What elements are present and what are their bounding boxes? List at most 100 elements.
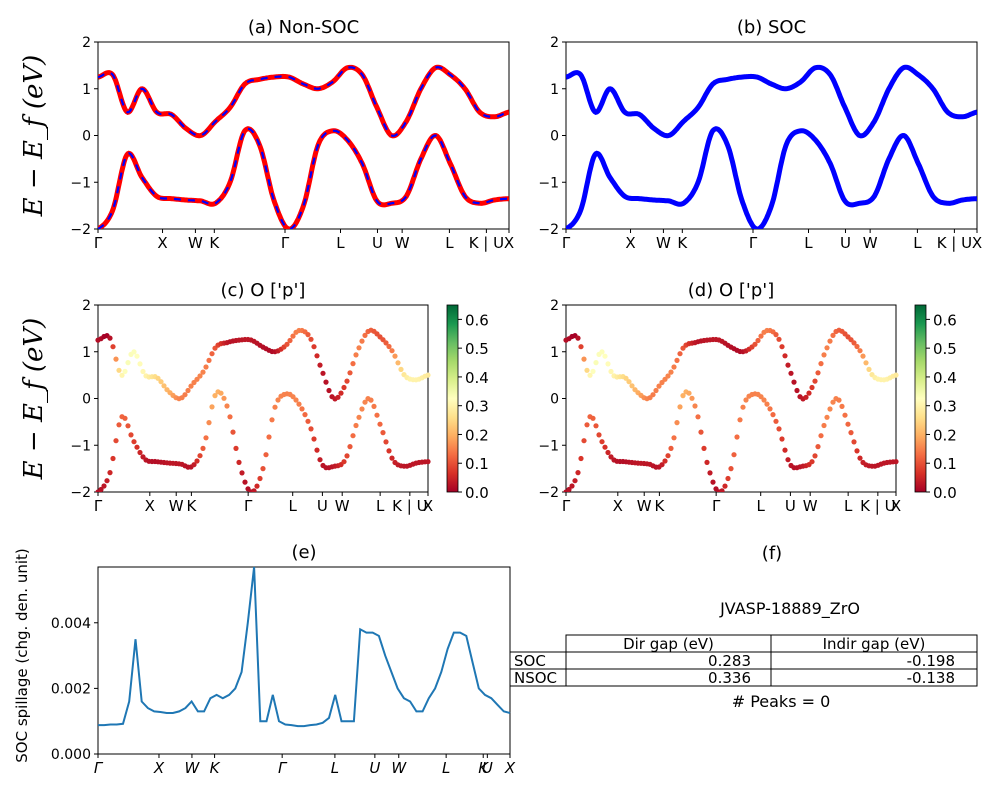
band-point [362, 332, 368, 338]
band-point [359, 338, 365, 344]
spillage-line [98, 566, 511, 728]
x-tick-label: W [395, 234, 410, 252]
band-point [572, 478, 578, 484]
band-point [701, 445, 707, 451]
x-tick-label: Γ [94, 234, 103, 252]
band-point [794, 387, 800, 394]
band-point [308, 336, 314, 342]
x-tick-label: X [145, 497, 155, 515]
band-point [206, 357, 212, 363]
band-point [776, 426, 782, 432]
band-point [773, 418, 779, 424]
y-tick-label: 1 [550, 82, 559, 98]
band-point [815, 444, 821, 450]
band-point [854, 343, 860, 350]
band-point [131, 439, 137, 445]
band-point [596, 432, 602, 438]
band-point [116, 422, 122, 428]
band-point [815, 370, 821, 376]
band-point [584, 422, 590, 428]
band-point [581, 356, 587, 362]
panel-title: (b) SOC [737, 17, 806, 38]
band-point [311, 436, 317, 442]
band-point [680, 393, 686, 399]
band-point [593, 423, 599, 429]
band-point [566, 486, 572, 492]
band-point [386, 343, 392, 350]
band-point [353, 422, 359, 429]
band-point [575, 335, 581, 341]
band-ylabel-top: E − E_f (eV) [19, 55, 49, 218]
band-point [326, 387, 332, 394]
band-point [110, 344, 116, 350]
x-tick-label: K [478, 759, 489, 777]
band-point [704, 459, 710, 465]
band-point [341, 459, 347, 465]
band-point [125, 423, 131, 429]
band-point [305, 418, 311, 424]
band-line-0 [566, 126, 977, 229]
band-point [119, 372, 125, 378]
y-tick-label: −2 [538, 222, 559, 238]
y-tick-label: 0 [82, 392, 91, 408]
band-point [197, 373, 203, 379]
band-point [101, 483, 107, 489]
table-indir-gap-value: -0.138 [907, 669, 955, 687]
band-point [323, 379, 329, 385]
colorbar-tick-label: 0.3 [465, 398, 489, 416]
band-point [356, 345, 362, 351]
band-point [290, 333, 296, 339]
band-point [818, 361, 824, 367]
x-tick-label: X [504, 759, 516, 777]
y-tick-label: −1 [538, 438, 559, 454]
x-tick-label: L [289, 497, 298, 515]
x-tick-label: X [613, 497, 623, 515]
band-point [317, 457, 323, 463]
band-point [113, 438, 119, 444]
band-point [134, 444, 140, 450]
band-point [590, 415, 596, 421]
x-tick-label: K [210, 759, 221, 777]
x-tick-label: L [757, 497, 766, 515]
band-point [728, 466, 734, 472]
x-tick-label: W [803, 497, 818, 515]
band-point [296, 401, 302, 407]
band-point [98, 486, 104, 492]
x-tick-label: Γ [244, 497, 253, 515]
band-point [824, 345, 830, 351]
y-tick-label: 1 [82, 345, 91, 361]
x-tick-label: U [317, 497, 328, 515]
x-tick-label: W [656, 234, 671, 252]
x-tick-label: X [891, 497, 901, 515]
band-point [806, 390, 812, 396]
band-point [338, 390, 344, 396]
band-point [113, 356, 119, 362]
band-point [773, 332, 779, 338]
band-point [371, 403, 377, 409]
x-tick-label: Γ [712, 497, 721, 515]
colorbar-tick-label: 0.6 [465, 311, 489, 329]
band-point [347, 370, 353, 376]
band-point [581, 438, 587, 444]
band-point [227, 414, 233, 420]
band-point [344, 453, 350, 459]
x-tick-label: W [637, 497, 652, 515]
band-point [668, 369, 674, 375]
colorbar-tick-label: 0.2 [465, 426, 489, 444]
x-tick-label: L [336, 234, 345, 252]
band-point [368, 397, 374, 403]
x-tick-label: L [442, 759, 450, 777]
table-dir-gap-value: 0.283 [708, 652, 751, 670]
band-point [317, 362, 323, 368]
band-point [668, 445, 674, 451]
band-point [863, 360, 869, 366]
y-tick-label: −1 [70, 438, 91, 454]
band-point [734, 434, 740, 440]
band-point [386, 448, 392, 454]
band-point [812, 378, 818, 384]
band-point [803, 394, 809, 400]
x-tick-label: K | U [392, 497, 427, 515]
x-tick-label: Γ [749, 234, 758, 252]
band-point [626, 379, 632, 385]
